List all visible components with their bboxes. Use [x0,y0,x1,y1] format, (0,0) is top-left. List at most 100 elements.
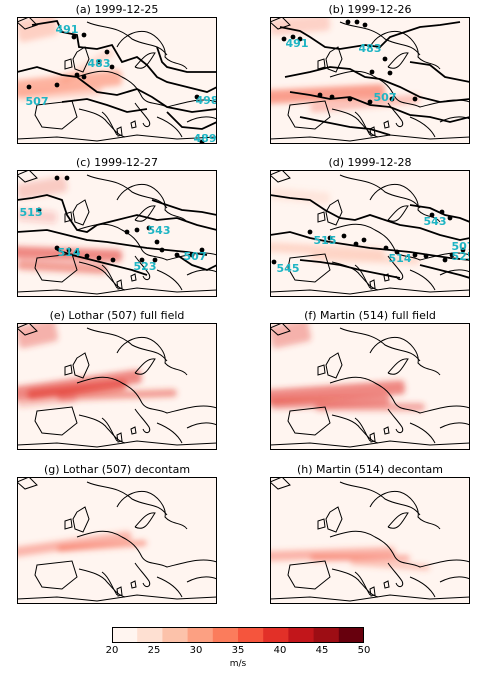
coastline [156,269,183,291]
storm-marker [369,69,375,75]
panel-title: (f) Martin (514) full field [304,309,436,322]
colorbar-frame [112,627,364,643]
coastline [317,211,326,223]
coastline [130,580,137,589]
storm-marker [109,64,115,70]
storm-marker [290,34,296,40]
storm-marker [74,72,80,78]
coastline [317,518,326,530]
storm-marker [362,22,368,28]
colorbar-bin [112,627,138,643]
colorbar-bin [338,627,364,643]
panel-title: (g) Lothar (507) decontam [43,463,191,476]
coastline [134,358,156,375]
coastline [387,512,409,529]
colorbar-tick: 50 [357,645,371,656]
colorbar-bin [238,627,264,643]
map-panel-f [270,323,470,450]
panel-title: (b) 1999-12-26 [328,3,412,16]
storm-marker [54,175,60,181]
storm-marker [297,36,303,42]
storm-marker [139,257,145,263]
coastline [325,46,343,73]
storm-marker [412,252,418,258]
wind-streak [60,49,114,84]
cluster-label: 515 [20,206,43,219]
panel-title: (h) Martin (514) decontam [297,463,443,476]
cluster-label: 507 [184,250,207,263]
storm-marker [64,175,70,181]
wind-streak [270,187,331,205]
coastline [339,21,421,56]
coastline [130,120,137,129]
colorbar-tick: 25 [147,645,161,656]
storm-marker [174,252,180,258]
coastline [116,126,123,137]
storm-marker [96,59,102,65]
coastline [76,530,217,568]
storm-marker [361,237,367,243]
coastline [34,406,78,436]
coastline [439,269,470,276]
cluster-label: 525 [452,250,470,263]
colorbar-bin [288,627,315,643]
storm-marker [345,19,351,25]
map-frame [270,170,470,297]
wind-streak [27,380,127,400]
wind-streak [270,242,385,258]
colorbar-bin [162,627,189,643]
storm-marker [367,99,373,105]
coastline [101,111,118,136]
coastline [369,30,441,70]
coastline [134,408,151,434]
coastline [186,422,217,429]
coastline [387,205,409,222]
cluster-boundary [17,229,208,256]
panel-title: (c) 1999-12-27 [75,156,159,169]
map-panel-d: 543 515 507525 545 514 [270,170,470,297]
map-frame [17,170,217,297]
storm-marker [439,209,445,215]
coastline [369,183,441,223]
coastline [101,417,118,442]
storm-marker [382,56,388,62]
coastline [369,490,441,530]
storm-marker [442,257,448,263]
coastline [325,352,343,379]
storm-marker [110,257,116,263]
cluster-boundary [270,231,470,261]
wind-streak [57,540,147,552]
coastline [76,223,217,261]
storm-marker [66,247,72,253]
coastline [387,358,409,375]
wind-streak [270,380,406,404]
storm-marker [394,249,400,255]
coastline [86,327,168,362]
cluster-boundary [61,98,148,113]
coastline [72,352,90,379]
coastline [130,273,137,282]
wind-streak [270,323,312,349]
cluster-boundary [166,111,217,130]
coastline [317,364,326,376]
storm-marker [159,247,165,253]
cluster-label: 507 [26,95,49,108]
coastline [339,481,421,516]
cluster-label: 498 [196,94,217,107]
colorbar-tick: 20 [105,645,119,656]
coastline [387,408,404,434]
cluster-boundary [299,116,391,136]
storm-marker [54,82,60,88]
coastline [387,255,404,281]
coastline [186,576,217,583]
panel-title: (a) 1999-12-25 [75,3,159,16]
panel-title: (e) Lothar (507) full field [49,309,185,322]
coastline [156,422,183,444]
wind-speed-field [17,17,123,101]
wind-speed-field [270,187,420,265]
cluster-label: 515 [314,234,337,247]
map-frame [270,323,470,450]
coastline [409,576,436,598]
cluster-label: 543 [424,215,447,228]
cluster-label: 507 [452,240,470,253]
